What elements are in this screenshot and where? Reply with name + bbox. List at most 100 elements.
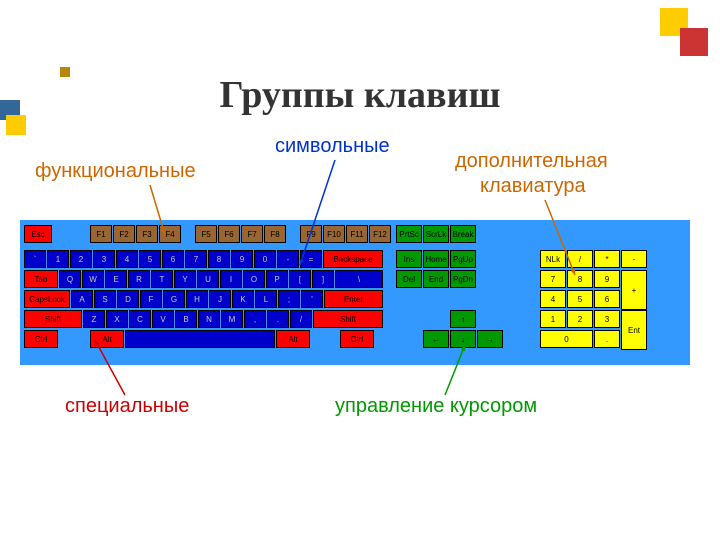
- key-/: /: [290, 310, 312, 328]
- key-D: D: [117, 290, 139, 308]
- key-F10: F10: [323, 225, 345, 243]
- deco-square: [680, 28, 708, 56]
- key-F2: F2: [113, 225, 135, 243]
- key-End: End: [423, 270, 449, 288]
- key-9: 9: [594, 270, 620, 288]
- label-symbolic: символьные: [275, 135, 390, 158]
- key-8: 8: [567, 270, 593, 288]
- key-7: 7: [540, 270, 566, 288]
- key-F7: F7: [241, 225, 263, 243]
- key-↑: ↑: [450, 310, 476, 328]
- key-0: 0: [254, 250, 276, 268]
- key-Esc: Esc: [24, 225, 52, 243]
- key-F6: F6: [218, 225, 240, 243]
- key-T: T: [151, 270, 173, 288]
- key-P: P: [266, 270, 288, 288]
- key-H: H: [186, 290, 208, 308]
- key-Shift: Shift: [24, 310, 82, 328]
- key-Break: Break: [450, 225, 476, 243]
- key-Del: Del: [396, 270, 422, 288]
- key-E: E: [105, 270, 127, 288]
- key-W: W: [82, 270, 104, 288]
- key-Ctrl: Ctrl: [24, 330, 58, 348]
- key-L: L: [255, 290, 277, 308]
- key--: -: [277, 250, 299, 268]
- key-C: C: [129, 310, 151, 328]
- key-5: 5: [567, 290, 593, 308]
- key-,: ,: [244, 310, 266, 328]
- key-1: 1: [47, 250, 69, 268]
- key-PrtSc: PrtSc: [396, 225, 422, 243]
- key-6: 6: [594, 290, 620, 308]
- key-S: S: [94, 290, 116, 308]
- key-.: .: [594, 330, 620, 348]
- key-`: `: [24, 250, 46, 268]
- key-N: N: [198, 310, 220, 328]
- key-F4: F4: [159, 225, 181, 243]
- key-J: J: [209, 290, 231, 308]
- key-Enter: Enter: [324, 290, 383, 308]
- key-G: G: [163, 290, 185, 308]
- key-X: X: [106, 310, 128, 328]
- key-3: 3: [594, 310, 620, 328]
- key-F5: F5: [195, 225, 217, 243]
- key-ScrLk: ScrLk: [423, 225, 449, 243]
- key-CapsLock: CapsLock: [24, 290, 70, 308]
- key-F9: F9: [300, 225, 322, 243]
- key-*: *: [594, 250, 620, 268]
- page-title: Группы клавиш: [0, 73, 720, 117]
- label-special: специальные: [65, 395, 189, 418]
- key-Ctrl: Ctrl: [340, 330, 374, 348]
- key-Z: Z: [83, 310, 105, 328]
- key-O: O: [243, 270, 265, 288]
- key-space: [125, 330, 275, 348]
- label-additional-1: дополнительная: [455, 150, 608, 173]
- keyboard-diagram: EscF1F2F3F4F5F6F7F8F9F10F11F12PrtScScrLk…: [20, 220, 690, 365]
- key-F12: F12: [369, 225, 391, 243]
- key-F11: F11: [346, 225, 368, 243]
- key-3: 3: [93, 250, 115, 268]
- key-;: ;: [278, 290, 300, 308]
- key-': ': [301, 290, 323, 308]
- key-5: 5: [139, 250, 161, 268]
- key-R: R: [128, 270, 150, 288]
- key-4: 4: [540, 290, 566, 308]
- key-F8: F8: [264, 225, 286, 243]
- key-Ent: Ent: [621, 310, 647, 350]
- key-Tab: Tab: [24, 270, 58, 288]
- key-NLk: NLk: [540, 250, 566, 268]
- key-B: B: [175, 310, 197, 328]
- key-F: F: [140, 290, 162, 308]
- key-=: =: [300, 250, 322, 268]
- key-Home: Home: [423, 250, 449, 268]
- key-+: +: [621, 270, 647, 310]
- key-→: →: [477, 330, 503, 348]
- key-↓: ↓: [450, 330, 476, 348]
- key-2: 2: [567, 310, 593, 328]
- label-cursor: управление курсором: [335, 395, 537, 418]
- key-V: V: [152, 310, 174, 328]
- key-I: I: [220, 270, 242, 288]
- key-[: [: [289, 270, 311, 288]
- key--: -: [621, 250, 647, 268]
- key-]: ]: [312, 270, 334, 288]
- key-6: 6: [162, 250, 184, 268]
- key-Backspace: Backspace: [323, 250, 383, 268]
- deco-square: [6, 115, 26, 135]
- key-7: 7: [185, 250, 207, 268]
- key-←: ←: [423, 330, 449, 348]
- key-9: 9: [231, 250, 253, 268]
- key-K: K: [232, 290, 254, 308]
- key-0: 0: [540, 330, 593, 348]
- key-\: \: [335, 270, 383, 288]
- key-Q: Q: [59, 270, 81, 288]
- key-F1: F1: [90, 225, 112, 243]
- key-4: 4: [116, 250, 138, 268]
- key-F3: F3: [136, 225, 158, 243]
- key-M: M: [221, 310, 243, 328]
- key-U: U: [197, 270, 219, 288]
- key-Alt: Alt: [90, 330, 124, 348]
- key-Shift: Shift: [313, 310, 383, 328]
- key-Alt: Alt: [276, 330, 310, 348]
- key-2: 2: [70, 250, 92, 268]
